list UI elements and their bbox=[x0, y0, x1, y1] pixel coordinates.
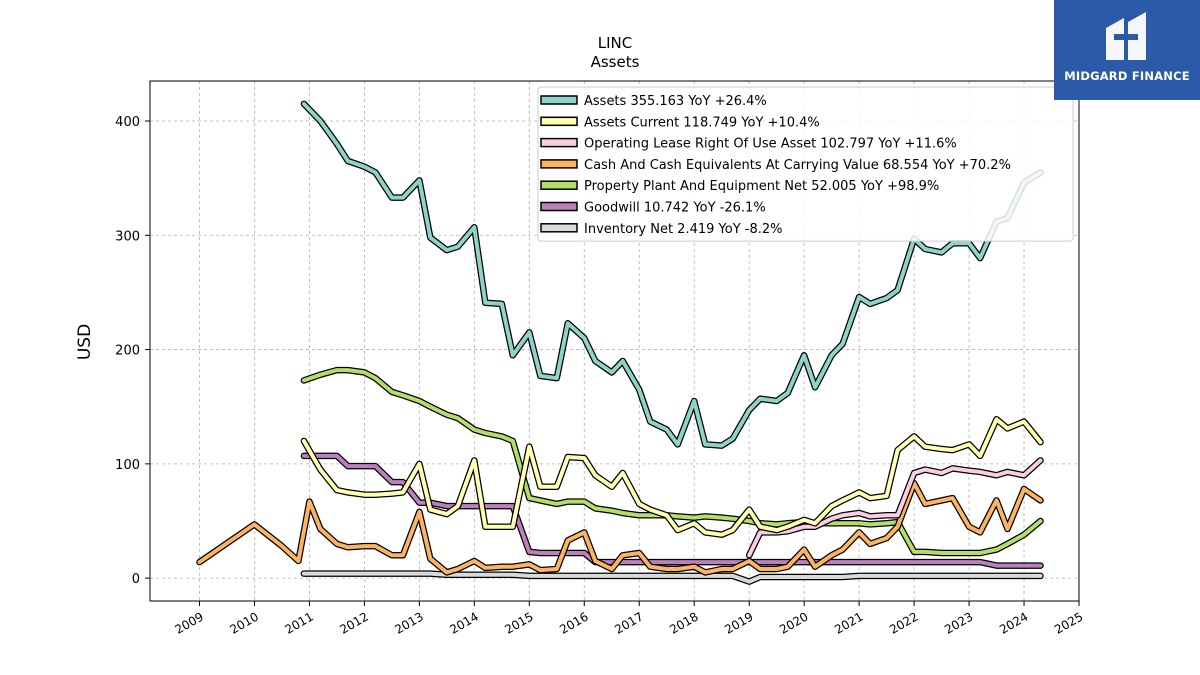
chart-title: LINC bbox=[598, 34, 632, 52]
legend-swatch bbox=[540, 201, 578, 212]
legend-entry: Inventory Net 2.419 YoY -8.2% bbox=[584, 222, 783, 237]
y-tick-label: 0 bbox=[132, 572, 140, 587]
brand-logo: MIDGARD FINANCE bbox=[1054, 0, 1200, 100]
y-tick-label: 200 bbox=[115, 344, 140, 359]
legend-swatch bbox=[540, 180, 578, 190]
midgard-logo-icon bbox=[1106, 12, 1146, 60]
x-tick-label: 2024 bbox=[997, 609, 1030, 636]
x-tick-label: 2021 bbox=[832, 609, 865, 636]
legend-entry: Goodwill 10.742 YoY -26.1% bbox=[584, 201, 766, 216]
x-tick-label: 2025 bbox=[1052, 609, 1085, 636]
legend-entry: Cash And Cash Equivalents At Carrying Va… bbox=[584, 158, 1011, 173]
legend-swatch bbox=[540, 137, 578, 148]
legend-entry: Operating Lease Right Of Use Asset 102.7… bbox=[584, 137, 957, 152]
y-tick-label: 100 bbox=[115, 458, 140, 473]
legend-swatch bbox=[540, 159, 578, 169]
legend-box bbox=[537, 86, 1074, 242]
series-line-inventory-net bbox=[301, 571, 1043, 584]
x-tick-label: 2017 bbox=[612, 609, 645, 636]
legend-swatch bbox=[540, 95, 578, 105]
x-tick-label: 2011 bbox=[282, 609, 315, 636]
series-line-cash-and-cash-equivalents-at-carrying-value bbox=[197, 481, 1043, 575]
y-tick-label: 400 bbox=[115, 115, 140, 130]
series-line-assets-current bbox=[301, 417, 1043, 537]
legend: Assets 355.163 YoY +26.4% Assets Current … bbox=[537, 86, 1074, 242]
logo-text: MIDGARD FINANCE bbox=[1064, 69, 1190, 83]
series-line-operating-lease-right-of-use-asset bbox=[747, 458, 1043, 558]
x-tick-label: 2014 bbox=[447, 609, 480, 636]
x-tick-label: 2015 bbox=[502, 609, 535, 636]
x-tick-label: 2010 bbox=[227, 609, 260, 636]
x-tick-label: 2019 bbox=[722, 609, 755, 636]
plot-frame bbox=[149, 80, 1080, 602]
x-tick-label: 2009 bbox=[173, 609, 206, 636]
x-tick-label: 2022 bbox=[887, 609, 920, 636]
x-tick-label: 2020 bbox=[777, 609, 810, 636]
legend-entry: Property Plant And Equipment Net 52.005 … bbox=[584, 179, 939, 194]
x-tick-label: 2013 bbox=[392, 609, 425, 636]
legend-swatch bbox=[540, 116, 578, 127]
legend-swatch bbox=[540, 223, 578, 233]
y-axis-label: USD bbox=[75, 324, 95, 360]
y-tick-label: 300 bbox=[115, 229, 140, 244]
legend-entry: Assets 355.163 YoY +26.4% bbox=[584, 94, 767, 109]
x-tick-label: 2016 bbox=[557, 609, 590, 636]
legend-entry: Assets Current 118.749 YoY +10.4% bbox=[584, 115, 820, 130]
chart-subtitle: Assets bbox=[591, 53, 640, 71]
series-line-property-plant-and-equipment-net bbox=[301, 368, 1043, 555]
x-tick-label: 2023 bbox=[942, 609, 975, 636]
x-tick-label: 2018 bbox=[667, 609, 700, 636]
x-tick-label: 2012 bbox=[337, 609, 370, 636]
